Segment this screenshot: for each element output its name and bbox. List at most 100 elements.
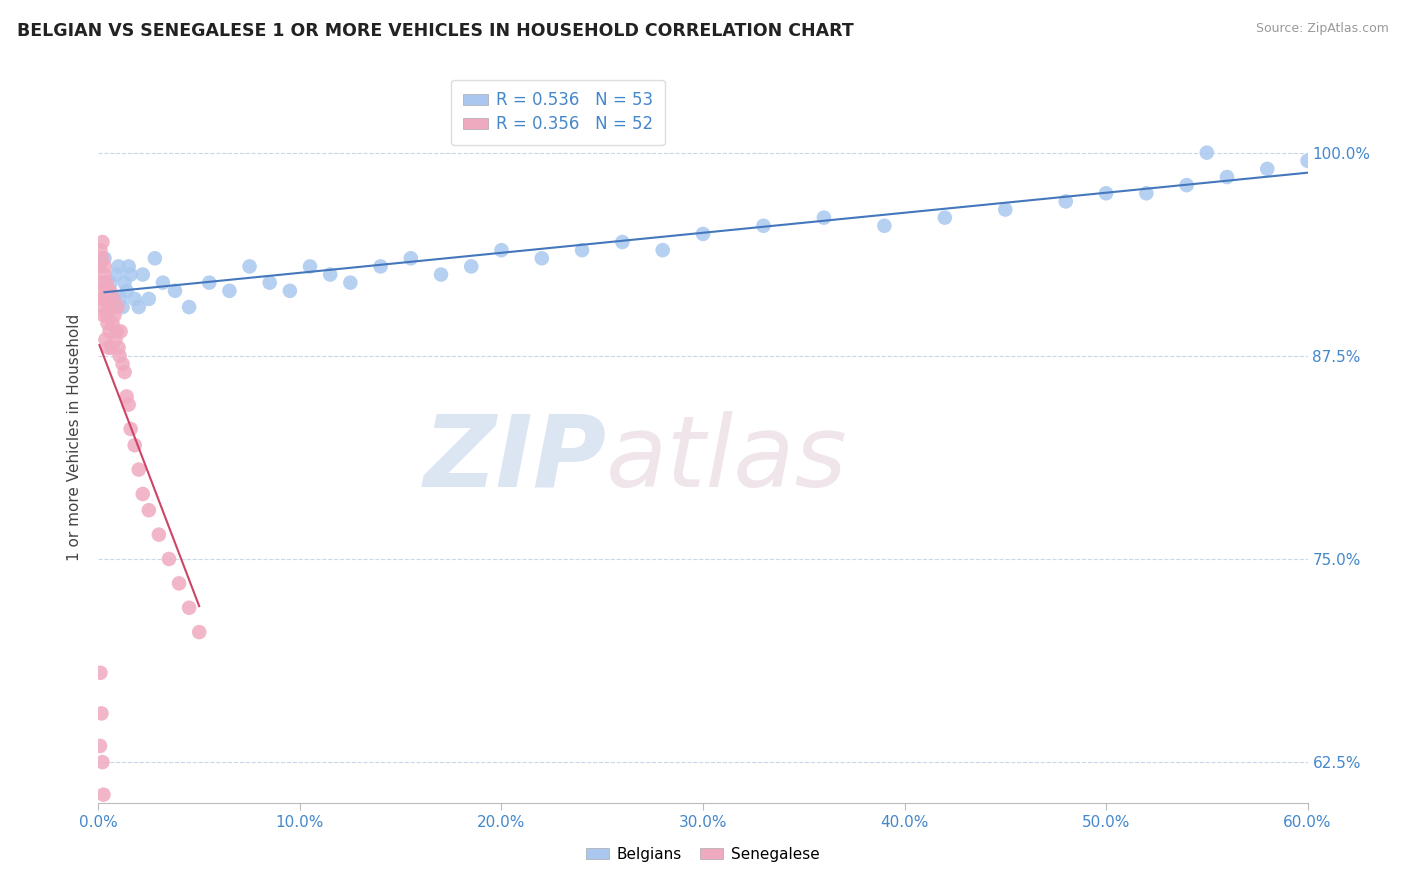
- Point: [103, 308, 125, 322]
- Text: ZIP: ZIP: [423, 410, 606, 508]
- Point: [128, 300, 150, 314]
- Point: [107, 300, 129, 314]
- Point: [91, 755, 114, 769]
- Point: [94, 333, 117, 347]
- Point: [93, 252, 115, 266]
- Point: [612, 235, 634, 249]
- Point: [111, 300, 134, 314]
- Point: [530, 252, 553, 266]
- Point: [167, 576, 190, 591]
- Point: [218, 284, 240, 298]
- Point: [460, 260, 482, 274]
- Point: [399, 252, 422, 266]
- Point: [138, 503, 160, 517]
- Point: [100, 341, 122, 355]
- Point: [179, 300, 201, 314]
- Point: [105, 325, 128, 339]
- Point: [1135, 186, 1157, 201]
- Point: [90, 276, 112, 290]
- Point: [124, 438, 146, 452]
- Point: [132, 487, 155, 501]
- Point: [157, 552, 180, 566]
- Point: [89, 243, 111, 257]
- Point: [1175, 178, 1198, 193]
- Point: [90, 706, 112, 721]
- Point: [299, 260, 322, 274]
- Point: [692, 227, 714, 241]
- Point: [111, 357, 134, 371]
- Point: [89, 260, 111, 274]
- Point: [339, 276, 361, 290]
- Point: [114, 276, 136, 290]
- Point: [93, 308, 115, 322]
- Point: [90, 300, 112, 314]
- Point: [91, 292, 114, 306]
- Point: [107, 260, 129, 274]
- Point: [93, 268, 115, 282]
- Point: [96, 284, 118, 298]
- Point: [143, 252, 166, 266]
- Point: [97, 292, 120, 306]
- Point: [120, 268, 142, 282]
- Point: [319, 268, 342, 282]
- Point: [101, 300, 124, 314]
- Point: [259, 276, 281, 290]
- Point: [108, 349, 131, 363]
- Point: [1195, 145, 1218, 160]
- Point: [118, 398, 141, 412]
- Point: [994, 202, 1017, 217]
- Point: [128, 462, 150, 476]
- Point: [94, 276, 117, 290]
- Point: [278, 284, 301, 298]
- Point: [118, 260, 141, 274]
- Point: [1095, 186, 1118, 201]
- Point: [1054, 194, 1077, 209]
- Point: [91, 235, 114, 249]
- Legend: Belgians, Senegalese: Belgians, Senegalese: [581, 841, 825, 868]
- Point: [97, 300, 120, 314]
- Point: [100, 276, 122, 290]
- Point: [124, 292, 146, 306]
- Point: [104, 333, 127, 347]
- Point: [934, 211, 956, 225]
- Point: [179, 600, 201, 615]
- Point: [98, 325, 121, 339]
- Point: [98, 284, 121, 298]
- Point: [132, 268, 155, 282]
- Point: [115, 284, 138, 298]
- Point: [101, 316, 124, 330]
- Text: Source: ZipAtlas.com: Source: ZipAtlas.com: [1256, 22, 1389, 36]
- Point: [198, 276, 221, 290]
- Point: [873, 219, 896, 233]
- Point: [1296, 153, 1319, 168]
- Point: [107, 341, 129, 355]
- Point: [188, 625, 211, 640]
- Y-axis label: 1 or more Vehicles in Household: 1 or more Vehicles in Household: [67, 313, 83, 561]
- Point: [89, 665, 111, 680]
- Point: [138, 292, 160, 306]
- Point: [91, 252, 114, 266]
- Point: [571, 243, 593, 257]
- Point: [148, 527, 170, 541]
- Point: [89, 739, 111, 753]
- Point: [152, 276, 174, 290]
- Point: [100, 300, 122, 314]
- Point: [96, 276, 118, 290]
- Point: [813, 211, 835, 225]
- Text: BELGIAN VS SENEGALESE 1 OR MORE VEHICLES IN HOUSEHOLD CORRELATION CHART: BELGIAN VS SENEGALESE 1 OR MORE VEHICLES…: [17, 22, 853, 40]
- Point: [163, 284, 186, 298]
- Point: [97, 341, 120, 355]
- Point: [105, 268, 128, 282]
- Point: [110, 292, 132, 306]
- Point: [96, 316, 118, 330]
- Point: [103, 292, 125, 306]
- Point: [752, 219, 775, 233]
- Point: [1216, 169, 1239, 184]
- Point: [651, 243, 673, 257]
- Point: [370, 260, 392, 274]
- Point: [114, 365, 136, 379]
- Point: [93, 292, 115, 306]
- Point: [491, 243, 513, 257]
- Point: [96, 308, 118, 322]
- Point: [120, 422, 142, 436]
